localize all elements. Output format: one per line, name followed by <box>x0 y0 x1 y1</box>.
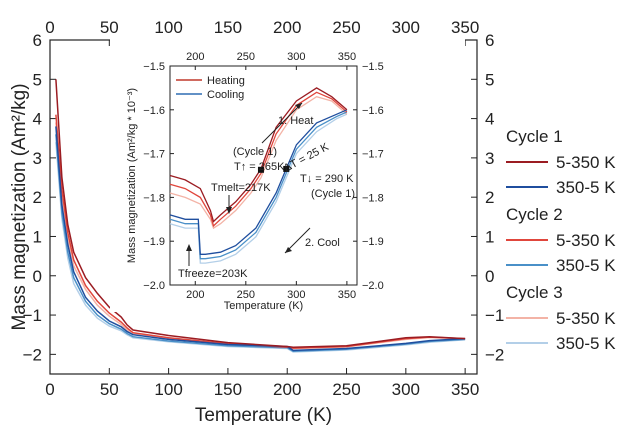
transition-marker <box>283 165 290 172</box>
inset-ytick-label-left: −1.6 <box>143 105 165 117</box>
main-ytick-label-left: 6 <box>33 31 42 50</box>
inset-ytick-label-left: −1.9 <box>143 236 165 248</box>
inset-legend-label: Cooling <box>207 89 244 101</box>
inset-series-line <box>169 87 348 223</box>
inset-ytick-label-left: −2.0 <box>143 280 165 292</box>
inset-series-line <box>169 91 348 228</box>
cool-annotation: 2. Cool <box>305 237 340 249</box>
inset-xtick-label-bottom: 200 <box>186 289 204 301</box>
main-series-line <box>55 114 466 349</box>
main-series-line <box>55 142 466 353</box>
tfreeze-annotation: Tfreeze=203K <box>178 268 248 280</box>
main-chart: 0050501001001501502002002502503003003503… <box>9 18 504 426</box>
main-ytick-label-left: −1 <box>23 306 42 325</box>
main-y-axis-label: Mass magnetization (Am²/kg) <box>9 83 30 330</box>
inset-ytick-label-right: −2.0 <box>362 280 384 292</box>
inset-xtick-label-top: 200 <box>186 51 204 63</box>
inset-series-line <box>169 109 348 255</box>
main-xtick-label-bottom: 250 <box>332 380 360 399</box>
legend-group-title: Cycle 2 <box>506 205 563 224</box>
main-xtick-label-top: 100 <box>154 18 182 37</box>
main-xtick-label-bottom: 50 <box>100 380 119 399</box>
inset-ytick-label-left: −1.7 <box>143 149 165 161</box>
main-xtick-label-top: 200 <box>273 18 301 37</box>
legend-entry-label: 350-5 K <box>556 178 616 197</box>
inset-xtick-label-top: 300 <box>287 51 305 63</box>
main-xtick-label-top: 0 <box>45 18 54 37</box>
main-ytick-label-left: 2 <box>33 188 42 207</box>
cool-arrowhead <box>285 247 292 253</box>
tmelt-arrowhead <box>226 207 232 214</box>
main-xtick-label-bottom: 100 <box>154 380 182 399</box>
inset-ytick-label-right: −1.9 <box>362 236 384 248</box>
tup-annotation: T↑ = 265K <box>234 161 285 173</box>
inset-ytick-label-right: −1.6 <box>362 105 384 117</box>
main-ytick-label-right: 6 <box>485 31 494 50</box>
inset-xtick-label-bottom: 300 <box>287 289 305 301</box>
inset-ytick-label-right: −1.8 <box>362 192 384 204</box>
inset-ytick-label-left: −1.5 <box>143 61 165 73</box>
inset-y-axis-label: Mass magnetization (Am²/kg * 10⁻³) <box>126 88 138 263</box>
main-series-line <box>55 126 466 352</box>
main-xtick-label-top: 300 <box>392 18 420 37</box>
main-series-line <box>55 79 466 349</box>
inset-xtick-label-bottom: 250 <box>237 289 255 301</box>
tdown-annotation: T↓ = 290 K <box>300 173 354 185</box>
main-ytick-label-left: 5 <box>33 70 42 89</box>
legend-entry-label: 5-350 K <box>556 231 616 250</box>
legend-entry-label: 350-5 K <box>556 334 616 353</box>
legend-entry-label: 5-350 K <box>556 153 616 172</box>
main-ytick-label-left: 1 <box>33 227 42 246</box>
main-xtick-label-top: 250 <box>332 18 360 37</box>
legend-entry-label: 5-350 K <box>556 309 616 328</box>
inset-xtick-label-bottom: 350 <box>338 289 356 301</box>
inset-xtick-label-top: 250 <box>237 51 255 63</box>
tmelt-annotation: Tmelt=217K <box>211 182 271 194</box>
main-ytick-label-right: 1 <box>485 227 494 246</box>
main-xtick-label-top: 350 <box>451 18 479 37</box>
inset-legend-label: Heating <box>207 75 245 87</box>
main-ytick-label-left: −2 <box>23 345 42 364</box>
main-ytick-label-left: 0 <box>33 267 42 286</box>
main-xtick-label-bottom: 200 <box>273 380 301 399</box>
main-ytick-label-left: 4 <box>33 110 42 129</box>
inset-ytick-label-right: −1.5 <box>362 61 384 73</box>
main-ytick-label-left: 3 <box>33 149 42 168</box>
main-ytick-label-right: 3 <box>485 149 494 168</box>
main-xtick-label-bottom: 350 <box>451 380 479 399</box>
main-ytick-label-right: 0 <box>485 267 494 286</box>
transition-marker <box>257 166 264 173</box>
legend-entry-label: 350-5 K <box>556 256 616 275</box>
inset-x-axis-label: Temperature (K) <box>224 300 303 312</box>
main-xtick-label-top: 150 <box>214 18 242 37</box>
main-xtick-label-top: 50 <box>100 18 119 37</box>
inset-ytick-label-left: −1.8 <box>143 192 165 204</box>
tfreeze-arrowhead <box>186 244 192 251</box>
heat-arrow <box>261 102 303 144</box>
main-xtick-label-bottom: 0 <box>45 380 54 399</box>
inset-series-line <box>169 95 348 230</box>
inset-ytick-label-right: −1.7 <box>362 149 384 161</box>
main-legend: Cycle 1 5-350 K 350-5 K Cycle 2 5-350 K 350-5… <box>506 127 616 353</box>
main-xtick-label-bottom: 150 <box>214 380 242 399</box>
cycle-left-annotation: (Cycle 1) <box>233 146 277 158</box>
main-xtick-label-bottom: 300 <box>392 380 420 399</box>
main-ytick-label-right: −2 <box>485 345 504 364</box>
main-ytick-label-right: 2 <box>485 188 494 207</box>
inset-xtick-label-top: 350 <box>338 51 356 63</box>
inset-chart: 200 200 250 250 300 300 350 350 −1.5 −1.5 −1.6 −1.6… <box>110 38 465 312</box>
main-x-axis-label: Temperature (K) <box>195 405 332 426</box>
cycle-right-annotation: (Cycle 1) <box>311 188 355 200</box>
main-ytick-label-right: 4 <box>485 110 494 129</box>
main-ytick-label-right: 5 <box>485 70 494 89</box>
legend-group-title: Cycle 1 <box>506 127 563 146</box>
heat-arrowhead <box>295 103 302 109</box>
legend-group-title: Cycle 3 <box>506 283 563 302</box>
main-ytick-label-right: −1 <box>485 306 504 325</box>
